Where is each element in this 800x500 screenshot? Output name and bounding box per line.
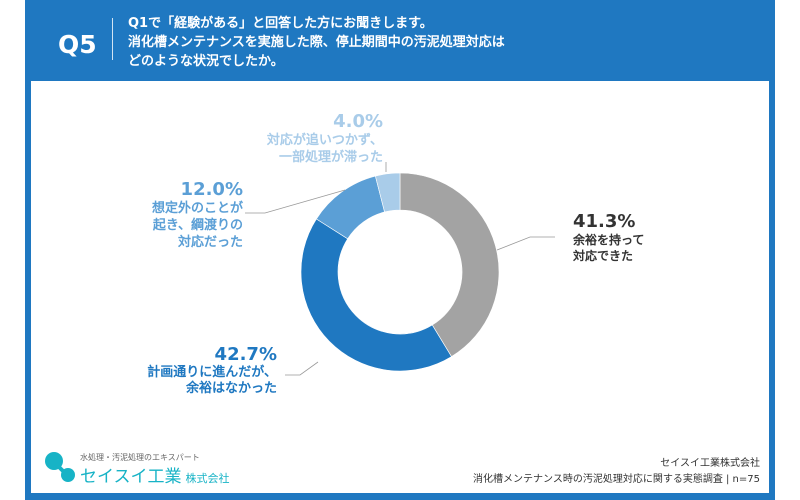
leader-line xyxy=(285,361,319,376)
company-name: セイスイ工業株式会社 xyxy=(660,458,760,469)
category-label: 計画通りに進んだが、 xyxy=(147,365,277,380)
leader-line xyxy=(245,189,346,214)
leader-line xyxy=(496,236,555,251)
label-slice-2: 42.7% 計画通りに進んだが、 余裕はなかった xyxy=(147,345,277,397)
survey-name: 消化槽メンテナンス時の汚泥処理対応に関する実態調査 | n=75 xyxy=(473,474,760,485)
tagline: 水処理・汚泥処理のエキスパート xyxy=(80,453,200,462)
donut-slice-1 xyxy=(399,172,500,357)
category-label: 起き、綱渡りの xyxy=(152,218,243,233)
donut-slice-2 xyxy=(300,218,452,372)
source-note: セイスイ工業株式会社 消化槽メンテナンス時の汚泥処理対応に関する実態調査 | n… xyxy=(473,456,760,488)
pct-label: 4.0% xyxy=(333,111,383,132)
label-slice-3: 12.0% 想定外のことが 起き、綱渡りの 対応だった xyxy=(152,180,243,251)
pct-label: 41.3% xyxy=(573,211,636,232)
question-text: Q1で「経験がある」と回答した方にお聞きします。 消化槽メンテナンスを実施した際… xyxy=(128,14,505,71)
category-label: 対応だった xyxy=(177,235,243,250)
question-number: Q5 xyxy=(58,30,97,59)
label-slice-4: 4.0% 対応が追いつかず、 一部処理が滞った xyxy=(267,112,383,166)
logo-icon xyxy=(45,452,75,482)
brand-name: セイスイ工業 xyxy=(80,467,182,487)
category-label: 一部処理が滞った xyxy=(278,150,383,165)
pct-label: 12.0% xyxy=(180,179,243,200)
pct-label: 42.7% xyxy=(214,344,277,365)
donut-slice-4 xyxy=(375,172,401,213)
category-label: 想定外のことが xyxy=(151,201,243,216)
chart-panel xyxy=(31,81,769,493)
category-label: 余裕を持って xyxy=(573,233,645,247)
label-slice-1: 41.3% 余裕を持って 対応できた xyxy=(573,212,644,264)
category-label: 対応が追いつかず、 xyxy=(266,133,383,148)
divider xyxy=(112,18,113,60)
brand-suffix: 株式会社 xyxy=(185,472,230,485)
brand-logo: セイスイ工業 株式会社 xyxy=(80,462,230,487)
category-label: 余裕はなかった xyxy=(185,381,277,396)
question-line: Q1で「経験がある」と回答した方にお聞きします。 xyxy=(128,16,433,31)
question-line: 消化槽メンテナンスを実施した際、停止期間中の汚泥処理対応は xyxy=(128,35,505,50)
category-label: 対応できた xyxy=(573,249,634,263)
question-line: どのような状況でしたか。 xyxy=(128,54,284,69)
